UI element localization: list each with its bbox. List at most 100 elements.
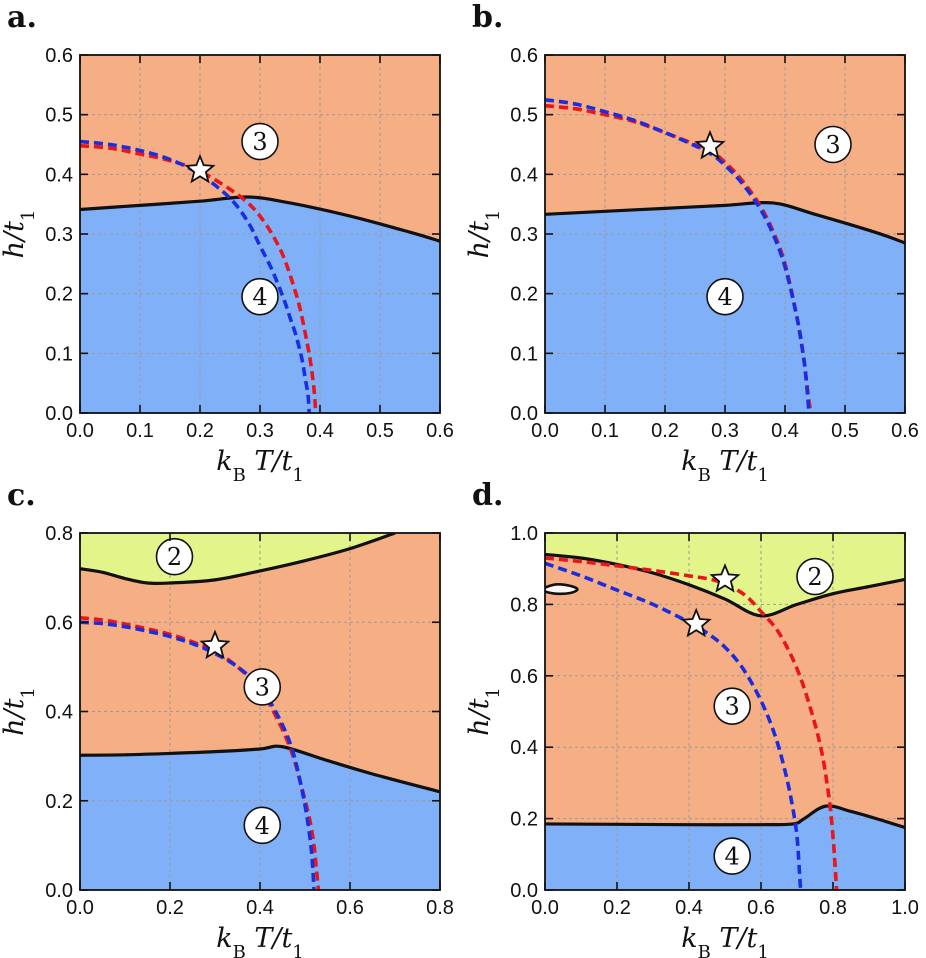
region-number: 4 <box>252 283 267 311</box>
region-circle <box>706 277 744 316</box>
region-label-3: 3 <box>243 668 282 706</box>
region-number: 3 <box>725 693 740 721</box>
region-label-3: 3 <box>713 687 752 725</box>
blue-dashed-series <box>80 139 311 413</box>
y-tick-label: 0.2 <box>510 809 538 831</box>
star-marker <box>694 129 726 160</box>
y-tick-label: 0.6 <box>510 45 538 67</box>
region-circle <box>814 125 852 164</box>
y-tick-label: 0.4 <box>45 702 73 724</box>
phase-boundary <box>80 744 440 794</box>
y-tick-label: 0.0 <box>510 880 538 902</box>
blue-dashed-series <box>545 97 811 413</box>
region-label-3: 3 <box>241 122 279 161</box>
grid-d <box>545 533 905 890</box>
x-tick-label: 0.0 <box>531 897 559 919</box>
x-tick-label: 0.4 <box>771 420 799 442</box>
y-tick-label: 0.6 <box>510 666 538 688</box>
region-number: 2 <box>167 543 182 571</box>
phase-boundary <box>545 552 905 618</box>
phase-boundary <box>545 804 905 830</box>
region-number: 3 <box>255 673 270 701</box>
blue-dashed-series <box>80 620 316 890</box>
panel-a: 340.0 0.1 0.2 0.3 0.4 0.5 0.60.00.10.20.30.40.… <box>0 0 454 486</box>
y-tick-label: 0.0 <box>510 403 538 425</box>
region-label-4: 4 <box>243 806 282 845</box>
region-circle <box>243 668 282 706</box>
panel-label: b. <box>472 0 503 35</box>
panel-b: 340.0 0.1 0.2 0.3 0.4 0.5 0.60.00.10.20.30.40.… <box>464 0 919 486</box>
x-tick-label: 0.5 <box>366 420 394 442</box>
y-tick-label: 0.6 <box>45 612 73 634</box>
region-label-4: 4 <box>706 277 744 316</box>
panel-d: 2 3 4 0.0 0.2 0.4 0.6 0.8 1.0 0.0 0.2 0.4 0.6 0.8 1.0 k… <box>464 478 919 958</box>
region-circle <box>796 557 834 596</box>
y-axis-title: h/t1 <box>464 210 504 259</box>
y-tick-label: 0.5 <box>510 105 538 127</box>
region-number: 2 <box>807 563 822 591</box>
x-tick-label: 0.2 <box>156 897 184 919</box>
x-axis-title: kB T/t1 <box>216 446 304 486</box>
plot-area-a: 34 <box>80 55 440 413</box>
y-tick-label: 0.0 <box>45 880 73 902</box>
region-label-2: 2 <box>796 557 834 596</box>
y-tick-label: 0.3 <box>45 224 73 246</box>
region-circle <box>241 122 279 161</box>
ticks-c: 0.0 0.2 0.4 0.6 0.8 0.0 0.2 0.4 0.6 0.8 <box>45 523 454 919</box>
x-tick-label: 0.1 <box>591 420 619 442</box>
ticks-a: 0.0 0.1 0.2 0.3 0.4 0.5 0.6 0.0 0.1 0.2 0.3 0.4 0.5 0… <box>45 45 454 442</box>
panel-label: a. <box>7 0 37 35</box>
y-tick-label: 1.0 <box>510 523 538 545</box>
blue-dashed-series <box>545 561 803 890</box>
region-label-3: 3 <box>814 125 852 164</box>
region-circle <box>155 537 194 576</box>
panel-label: c. <box>7 478 36 513</box>
ticks-b: 0.0 0.1 0.2 0.3 0.4 0.5 0.6 0.0 0.1 0.2 0.3 0.4 0.5 0… <box>510 45 919 442</box>
star-marker <box>199 629 231 660</box>
x-axis-title: kB T/t1 <box>681 923 769 958</box>
phase-boundary <box>80 533 396 586</box>
y-tick-label: 0.4 <box>510 737 538 759</box>
y-tick-label: 0.2 <box>510 284 538 306</box>
region-number: 3 <box>252 128 267 156</box>
star-marker <box>184 153 216 184</box>
red-dashed-series <box>80 143 318 413</box>
panel-c: 2 3 4 0.0 0.2 0.4 0.6 0.8 0.0 0.2 0.4 0.6 0.8 kB T/t1… <box>0 478 454 958</box>
region-circle <box>241 277 279 316</box>
x-tick-label: 0.5 <box>831 420 859 442</box>
region-number: 4 <box>255 812 270 840</box>
y-tick-label: 0.2 <box>45 284 73 306</box>
y-tick-label: 0.4 <box>45 164 73 186</box>
x-tick-label: 0.6 <box>891 420 919 442</box>
y-axis-title: h/t1 <box>464 687 504 736</box>
region-circle <box>713 837 752 875</box>
region-label-4: 4 <box>241 277 279 316</box>
x-tick-label: 0.3 <box>246 420 274 442</box>
ticks-d: 0.0 0.2 0.4 0.6 0.8 1.0 0.0 0.2 0.4 0.6 0.8 1.0 <box>510 523 919 919</box>
phase-boundary <box>80 195 440 243</box>
x-tick-label: 0.2 <box>603 897 631 919</box>
x-tick-label: 0.8 <box>426 897 454 919</box>
x-tick-label: 0.0 <box>66 420 94 442</box>
region-number: 4 <box>717 283 732 311</box>
y-tick-label: 0.3 <box>510 224 538 246</box>
x-tick-label: 0.6 <box>426 420 454 442</box>
x-tick-label: 0.4 <box>306 420 334 442</box>
star-marker <box>680 607 712 638</box>
grid-c <box>80 533 440 890</box>
x-tick-label: 0.4 <box>246 897 274 919</box>
y-tick-label: 0.5 <box>45 105 73 127</box>
y-tick-label: 0.4 <box>510 164 538 186</box>
plot-area-b: 34 <box>545 55 905 413</box>
x-axis-title: kB T/t1 <box>681 446 769 486</box>
y-axis-title: h/t1 <box>0 210 39 259</box>
region-circle <box>713 687 752 725</box>
y-tick-label: 0.2 <box>45 791 73 813</box>
y-tick-label: 0.8 <box>45 523 73 545</box>
x-tick-label: 0.2 <box>186 420 214 442</box>
star-marker <box>709 563 741 593</box>
region-label-2: 2 <box>155 537 194 576</box>
y-tick-label: 0.6 <box>45 45 73 67</box>
x-tick-label: 0.4 <box>675 897 703 919</box>
phase-boundary <box>545 200 905 245</box>
